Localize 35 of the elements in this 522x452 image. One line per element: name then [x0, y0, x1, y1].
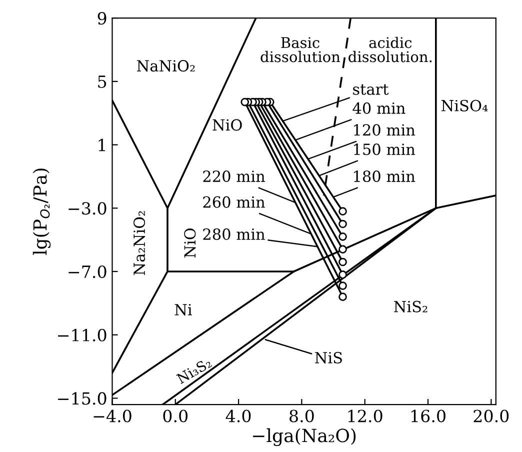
annotation: acidic dissolution. [348, 36, 432, 62]
x-tick-label: 16.0 [411, 410, 446, 422]
x-axis-title: −lga(Na₂O) [253, 428, 356, 446]
annotation: Na₂NiO₂ [134, 211, 146, 276]
y-tick-label: −15.0 [58, 392, 106, 405]
x-tick-label: 12.0 [348, 410, 382, 422]
annotation: NiSO₄ [442, 100, 488, 112]
annotation: 120 min [354, 124, 416, 136]
x-tick-label: −4.0 [94, 410, 132, 422]
annotation: 180 min [354, 170, 416, 182]
annotation: 280 min [203, 228, 265, 240]
y-tick-label: −11.0 [58, 328, 106, 342]
annotation: NaNiO₂ [137, 60, 195, 72]
x-tick-label: 0.0 [163, 410, 188, 422]
annotation: Basic dissolution [260, 37, 340, 62]
annotation: NiS₂ [394, 300, 428, 312]
annotation: Ni [174, 304, 192, 316]
y-tick-label: 5 [98, 76, 106, 88]
annotation: 150 min [354, 144, 416, 156]
annotation: start [353, 84, 389, 95]
y-tick-label: −3.0 [68, 202, 106, 215]
y-axis-title: lg(P$_{O₂}$/Pa) [32, 168, 51, 255]
annotation: 40 min [352, 102, 406, 114]
x-tick-label: 20.0 [474, 410, 509, 422]
y-tick-label: −7.0 [68, 265, 106, 278]
x-tick-label: 4.0 [226, 410, 251, 422]
x-tick-label: 8.0 [290, 410, 314, 422]
annotation: Ni₃S₂ [176, 357, 212, 384]
annotation: NiO [184, 228, 196, 258]
annotation: 220 min [203, 170, 265, 182]
annotation: 260 min [203, 196, 265, 208]
y-tick-label: 9 [98, 12, 106, 25]
y-tick-label: 1 [98, 138, 105, 152]
annotation: NiO [212, 119, 242, 131]
annotation: NiS [315, 352, 342, 364]
